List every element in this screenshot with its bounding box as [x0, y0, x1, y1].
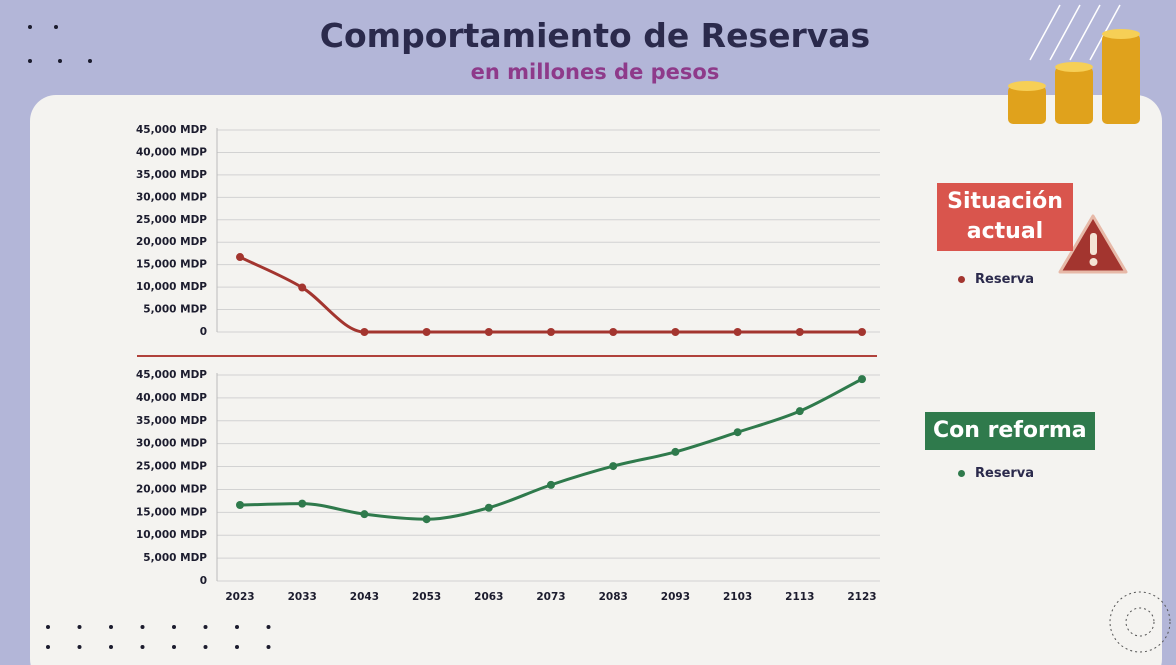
y-tick-label: 40,000 MDP	[136, 392, 207, 404]
dot	[109, 645, 113, 649]
x-tick-label: 2033	[288, 591, 317, 603]
y-tick-label: 45,000 MDP	[136, 369, 207, 381]
point	[671, 328, 679, 336]
point	[360, 328, 368, 336]
dot	[78, 625, 82, 629]
legend-label: Reserva	[975, 466, 1034, 481]
x-tick-label: 2123	[847, 591, 876, 603]
x-tick-label: 2083	[599, 591, 628, 603]
y-tick-label: 45,000 MDP	[136, 124, 207, 136]
y-tick-label: 40,000 MDP	[136, 146, 207, 158]
subtitle: en millones de pesos	[0, 60, 1176, 84]
point	[858, 375, 866, 383]
point	[423, 515, 431, 523]
x-tick-label: 2113	[785, 591, 814, 603]
x-tick-label: 2103	[723, 591, 752, 603]
legend-label: Reserva	[975, 272, 1034, 287]
y-tick-label: 15,000 MDP	[136, 259, 207, 271]
dot	[46, 625, 50, 629]
point	[609, 328, 617, 336]
point	[423, 328, 431, 336]
point	[360, 510, 368, 518]
chart-canvas: 0 5,000 MDP 10,000 MDP 15,000 MDP 20,000 MDP…	[0, 0, 1176, 665]
point	[609, 462, 617, 470]
x-tick-label: 2043	[350, 591, 379, 603]
dot	[267, 645, 271, 649]
y-tick-label: 30,000 MDP	[136, 191, 207, 203]
dot	[141, 625, 145, 629]
point	[796, 328, 804, 336]
panel-label: Con reforma	[925, 412, 1095, 450]
legend-item: Reserva	[958, 272, 1034, 287]
y-tick-label: 35,000 MDP	[136, 415, 207, 427]
dot	[109, 625, 113, 629]
y-tick-label: 5,000 MDP	[143, 304, 207, 316]
dot	[204, 625, 208, 629]
point	[485, 328, 493, 336]
y-tick-label: 0	[200, 326, 207, 338]
x-tick-label: 2023	[225, 591, 254, 603]
title: Comportamiento de Reservas	[0, 16, 1176, 55]
dot	[235, 625, 239, 629]
y-tick-label: 35,000 MDP	[136, 169, 207, 181]
point	[298, 500, 306, 508]
point	[734, 428, 742, 436]
y-tick-label: 25,000 MDP	[136, 214, 207, 226]
y-tick-label: 25,000 MDP	[136, 461, 207, 473]
point	[858, 328, 866, 336]
panel-label: Situación actual	[937, 183, 1073, 251]
y-tick-label: 30,000 MDP	[136, 438, 207, 450]
point	[734, 328, 742, 336]
y-tick-label: 10,000 MDP	[136, 281, 207, 293]
x-tick-label: 2053	[412, 591, 441, 603]
dot	[78, 645, 82, 649]
dot	[204, 645, 208, 649]
dot	[141, 645, 145, 649]
legend-marker	[958, 276, 965, 283]
y-tick-label: 20,000 MDP	[136, 483, 207, 495]
y-tick-label: 0	[200, 575, 207, 587]
dot	[172, 625, 176, 629]
y-tick-label: 15,000 MDP	[136, 506, 207, 518]
y-tick-label: 10,000 MDP	[136, 529, 207, 541]
point	[796, 407, 804, 415]
point	[236, 253, 244, 261]
x-tick-label: 2073	[536, 591, 565, 603]
point	[236, 501, 244, 509]
dot	[267, 625, 271, 629]
legend-marker	[958, 470, 965, 477]
point	[298, 284, 306, 292]
x-tick-label: 2093	[661, 591, 690, 603]
page: 0 5,000 MDP 10,000 MDP 15,000 MDP 20,000 MDP…	[0, 0, 1176, 665]
point	[547, 481, 555, 489]
x-tick-label: 2063	[474, 591, 503, 603]
dot	[235, 645, 239, 649]
y-tick-label: 20,000 MDP	[136, 236, 207, 248]
legend-item: Reserva	[958, 466, 1034, 481]
point	[671, 448, 679, 456]
dot	[172, 645, 176, 649]
dot	[46, 645, 50, 649]
point	[547, 328, 555, 336]
y-tick-label: 5,000 MDP	[143, 552, 207, 564]
point	[485, 504, 493, 512]
